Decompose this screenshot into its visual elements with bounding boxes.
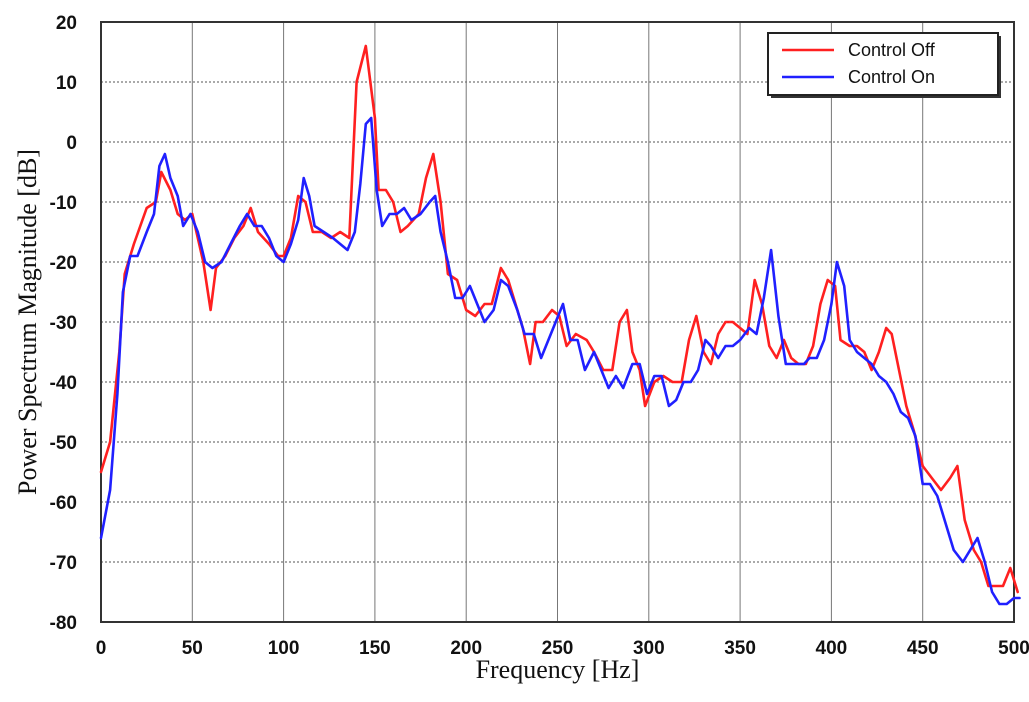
ticks: 0 50 100 150 200 250 300 350 400 450 500-80-70-60-… xyxy=(50,13,1029,659)
x-axis-title: Frequency [Hz] xyxy=(476,655,640,684)
y-tick-label: -70 xyxy=(50,553,77,574)
series xyxy=(99,44,1021,606)
grid xyxy=(101,22,1014,622)
x-tick-label: 200 xyxy=(450,638,482,659)
x-tick-label: 400 xyxy=(816,638,848,659)
legend-label: Control On xyxy=(848,67,935,87)
x-tick-label: 100 xyxy=(268,638,300,659)
x-tick-label: 300 xyxy=(633,638,665,659)
y-tick-label: 0 xyxy=(66,133,77,154)
y-tick-label: -20 xyxy=(50,253,77,274)
series-line-control-on xyxy=(99,116,1021,606)
y-tick-label: -50 xyxy=(50,433,77,454)
x-tick-label: 350 xyxy=(724,638,756,659)
y-tick-label: -10 xyxy=(50,193,77,214)
y-tick-label: -60 xyxy=(50,493,77,514)
y-tick-label: 10 xyxy=(56,73,77,94)
x-tick-label: 150 xyxy=(359,638,391,659)
x-tick-label: 0 xyxy=(96,638,107,659)
x-tick-label: 250 xyxy=(542,638,574,659)
x-tick-label: 450 xyxy=(907,638,939,659)
x-tick-label: 500 xyxy=(998,638,1029,659)
y-axis-title: Power Spectrum Magnitude [dB] xyxy=(13,149,42,495)
legend-box xyxy=(767,32,999,96)
legend-label: Control Off xyxy=(848,40,936,60)
y-tick-label: -40 xyxy=(50,373,77,394)
y-tick-label: -80 xyxy=(50,613,77,634)
x-tick-label: 50 xyxy=(182,638,203,659)
y-tick-label: -30 xyxy=(50,313,77,334)
y-tick-label: 20 xyxy=(56,13,77,34)
legend: Control Off Control On xyxy=(767,32,1001,98)
plot-frame xyxy=(100,21,1015,623)
